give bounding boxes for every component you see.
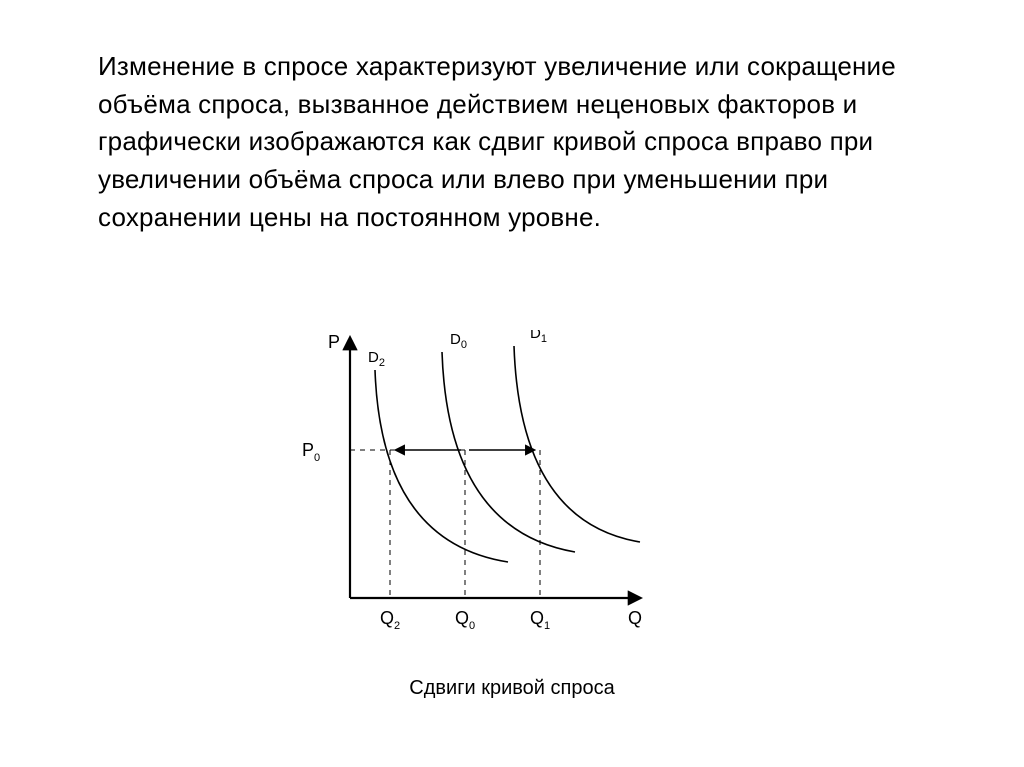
svg-text:P0: P0 xyxy=(302,440,320,464)
svg-text:D1: D1 xyxy=(530,330,547,345)
svg-text:D2: D2 xyxy=(368,349,385,369)
svg-text:Q2: Q2 xyxy=(380,608,400,632)
demand-shift-chart: P Q P0 Q2 Q0 Q1 D2 D0 D1 xyxy=(260,330,760,690)
svg-text:Q1: Q1 xyxy=(530,608,550,632)
svg-text:Q: Q xyxy=(628,608,642,628)
svg-text:Q0: Q0 xyxy=(455,608,475,632)
chart-caption: Сдвиги кривой спроса xyxy=(0,677,1024,700)
svg-text:P: P xyxy=(328,332,340,352)
body-paragraph: Изменение в спросе характеризуют увеличе… xyxy=(98,48,928,236)
svg-text:D0: D0 xyxy=(450,331,467,351)
